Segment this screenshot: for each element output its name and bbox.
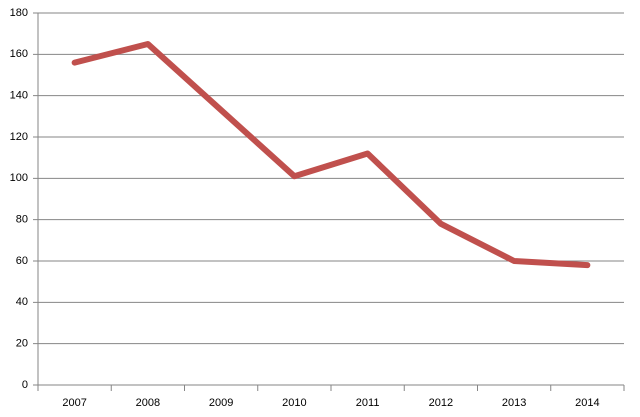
x-tick-label: 2014: [575, 397, 599, 409]
y-tick-label: 40: [16, 296, 28, 308]
x-tick-label: 2009: [209, 397, 233, 409]
x-tick-label: 2012: [429, 397, 453, 409]
y-tick-label: 0: [22, 379, 28, 391]
x-tick-label: 2007: [62, 397, 86, 409]
x-tick-label: 2013: [502, 397, 526, 409]
y-tick-label: 140: [10, 90, 28, 102]
y-tick-label: 20: [16, 338, 28, 350]
y-tick-label: 80: [16, 214, 28, 226]
y-tick-label: 60: [16, 255, 28, 267]
x-tick-label: 2008: [136, 397, 160, 409]
y-tick-label: 120: [10, 131, 28, 143]
data-line: [71, 41, 591, 269]
y-tick-label: 180: [10, 7, 28, 19]
x-tick-label: 2010: [282, 397, 306, 409]
y-tick-label: 160: [10, 48, 28, 60]
x-tick-label: 2011: [356, 397, 380, 409]
y-tick-label: 100: [10, 172, 28, 184]
